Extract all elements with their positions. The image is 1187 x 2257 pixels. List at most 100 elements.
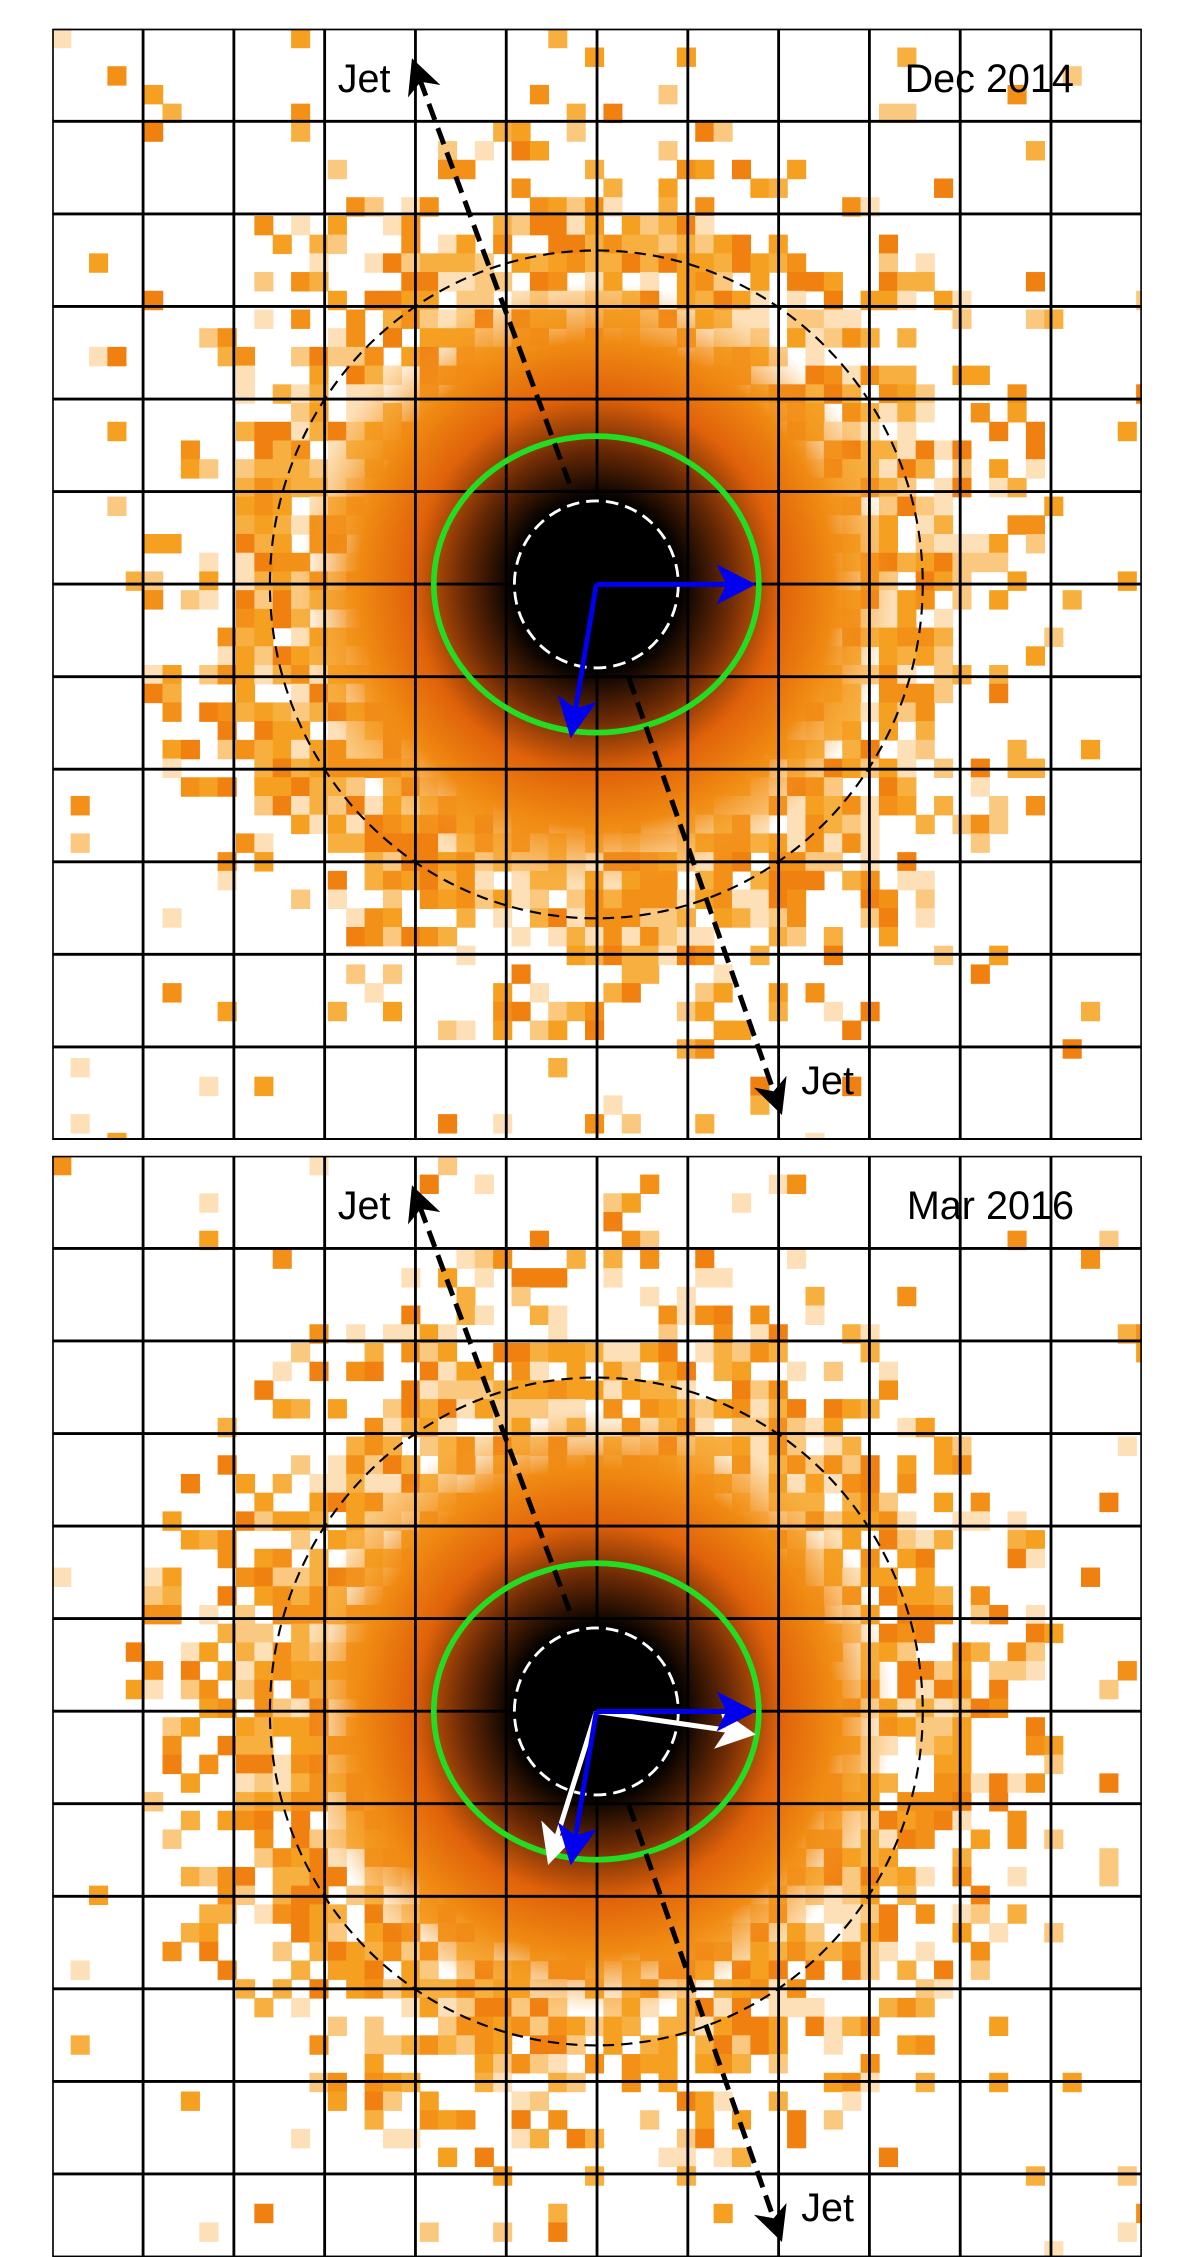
pixel — [291, 1960, 310, 1979]
pixel — [199, 2222, 218, 2241]
pixel — [1026, 1605, 1045, 1624]
pixel — [291, 347, 310, 366]
pixel — [603, 178, 622, 197]
pixel — [1008, 478, 1027, 497]
pixel — [254, 1848, 273, 1867]
pixel — [163, 684, 182, 703]
pixel — [659, 141, 678, 160]
pixel — [916, 1829, 935, 1848]
pixel — [934, 665, 953, 684]
pixel — [989, 665, 1008, 684]
pixel — [879, 478, 898, 497]
pixel — [897, 1549, 916, 1568]
pixel — [512, 1399, 531, 1418]
pixel — [181, 1773, 200, 1792]
pixel — [328, 160, 347, 179]
pixel — [879, 272, 898, 291]
pixel — [273, 1511, 292, 1530]
pixel — [512, 216, 531, 235]
pixel — [291, 1511, 310, 1530]
pixel — [640, 1287, 659, 1306]
pixel — [750, 2017, 769, 2036]
pixel — [934, 609, 953, 628]
pixel — [952, 459, 971, 478]
pixel — [1136, 384, 1155, 403]
pixel — [71, 796, 90, 815]
pixel — [273, 777, 292, 796]
pixel — [659, 2017, 678, 2036]
pixel — [971, 553, 990, 572]
pixel — [750, 272, 769, 291]
pixel — [144, 665, 163, 684]
pixel — [842, 1474, 861, 1493]
pixel — [805, 815, 824, 834]
pixel — [199, 1642, 218, 1661]
pixel — [291, 777, 310, 796]
pixel — [438, 1399, 457, 1418]
pixel — [952, 440, 971, 459]
pixel — [934, 1437, 953, 1456]
pixel — [622, 216, 641, 235]
pixel — [273, 1661, 292, 1680]
pixel — [328, 796, 347, 815]
pixel — [144, 684, 163, 703]
pixel — [181, 440, 200, 459]
pixel — [622, 1193, 641, 1212]
pixel — [916, 1736, 935, 1755]
pixel — [328, 815, 347, 834]
pixel — [1008, 1530, 1027, 1549]
pixel — [273, 740, 292, 759]
pixel — [824, 927, 843, 946]
pixel — [567, 1249, 586, 1268]
pixel — [291, 796, 310, 815]
pixel — [714, 1343, 733, 1362]
pixel — [805, 1133, 824, 1152]
pixel — [750, 1306, 769, 1325]
pixel — [328, 1002, 347, 1021]
pixel — [346, 309, 365, 328]
pixel — [916, 497, 935, 516]
pixel — [916, 590, 935, 609]
pixel — [916, 740, 935, 759]
pixel — [750, 1095, 769, 1114]
pixel — [622, 1343, 641, 1362]
pixel — [805, 1942, 824, 1961]
pixel — [163, 908, 182, 927]
pixel — [365, 1362, 384, 1381]
pixel — [842, 1021, 861, 1040]
pixel — [254, 1568, 273, 1587]
pixel — [365, 1942, 384, 1961]
pixel — [144, 1680, 163, 1699]
pixel — [879, 1904, 898, 1923]
pixel — [916, 272, 935, 291]
pixel — [695, 927, 714, 946]
pixel — [952, 1642, 971, 1661]
pixel — [989, 534, 1008, 553]
figure: JetJetDec 2014JetJetMar 2016 — [0, 0, 1187, 2257]
pixel — [1008, 384, 1027, 403]
pixel — [383, 1399, 402, 1418]
pixel — [548, 2017, 567, 2036]
pixel — [897, 1474, 916, 1493]
pixel — [824, 2110, 843, 2129]
pixel — [787, 815, 806, 834]
pixel — [420, 1362, 439, 1381]
pixel — [199, 571, 218, 590]
pixel — [236, 553, 255, 572]
pixel — [236, 1867, 255, 1886]
pixel — [934, 571, 953, 590]
pixel — [971, 1829, 990, 1848]
pixel — [585, 1021, 604, 1040]
pixel — [548, 2222, 567, 2241]
pixel — [199, 1942, 218, 1961]
pixel — [879, 1942, 898, 1961]
pixel — [163, 702, 182, 721]
pixel — [989, 1792, 1008, 1811]
pixel — [199, 777, 218, 796]
pixel — [493, 216, 512, 235]
pixel — [254, 833, 273, 852]
pixel — [291, 272, 310, 291]
pixel — [1026, 1661, 1045, 1680]
pixel — [254, 1811, 273, 1830]
pixel — [879, 235, 898, 254]
